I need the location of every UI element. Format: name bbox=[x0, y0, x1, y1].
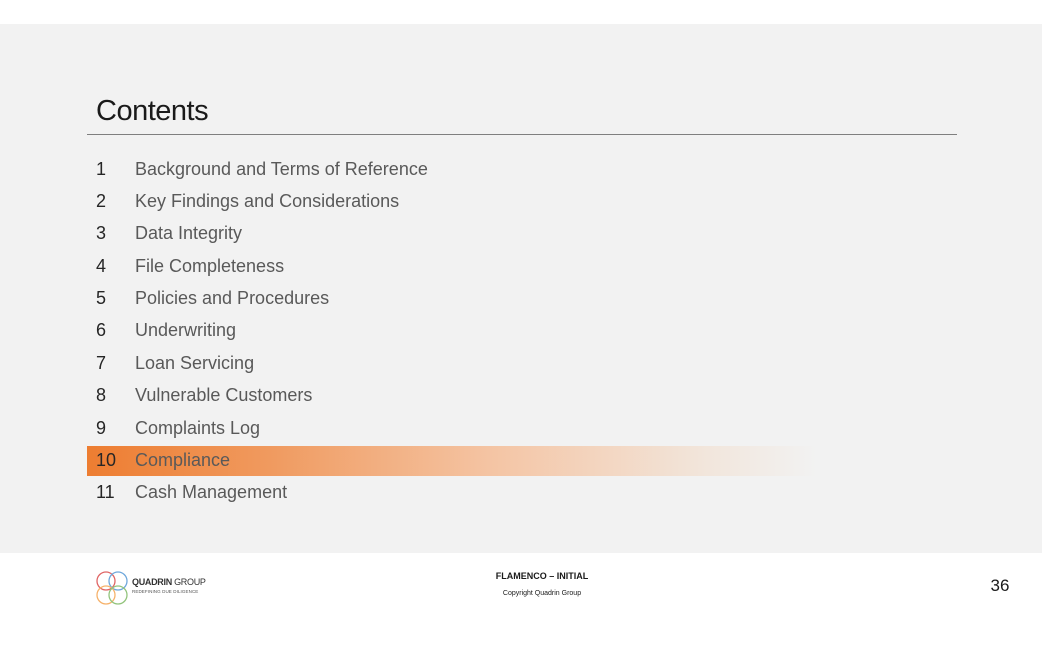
logo-name-light: GROUP bbox=[171, 577, 206, 587]
toc-item-label: Data Integrity bbox=[135, 223, 243, 244]
toc-item-label: Underwriting bbox=[135, 320, 237, 341]
toc-item-9[interactable]: 9 Complaints Log bbox=[87, 413, 957, 443]
page-number: 36 bbox=[990, 576, 1010, 595]
toc-item-number: 8 bbox=[96, 385, 107, 406]
toc-item-number: 7 bbox=[96, 352, 107, 373]
toc-item-number: 6 bbox=[96, 320, 107, 341]
footer-copyright: Copyright Quadrin Group bbox=[502, 590, 582, 597]
toc-item-1[interactable]: 1 Background and Terms of Reference bbox=[87, 154, 957, 184]
toc-item-label: Cash Management bbox=[135, 482, 288, 503]
logo-tagline: REDEFINING DUE DILIGENCE bbox=[132, 589, 199, 594]
toc-item-10-active[interactable]: 10 Compliance bbox=[87, 445, 957, 476]
toc-item-5[interactable]: 5 Policies and Procedures bbox=[87, 284, 957, 314]
toc-item-label: Key Findings and Considerations bbox=[135, 190, 400, 211]
toc-item-label: Policies and Procedures bbox=[135, 288, 330, 309]
toc-item-2[interactable]: 2 Key Findings and Considerations bbox=[87, 186, 957, 216]
toc-item-label: Complaints Log bbox=[135, 417, 261, 438]
toc-item-8[interactable]: 8 Vulnerable Customers bbox=[87, 381, 957, 411]
table-of-contents: 1 Background and Terms of Reference 2 Ke… bbox=[87, 154, 957, 510]
logo-name-bold: QUADRIN bbox=[132, 577, 172, 587]
toc-item-number: 11 bbox=[96, 482, 115, 503]
toc-item-number: 9 bbox=[96, 417, 107, 438]
toc-item-6[interactable]: 6 Underwriting bbox=[87, 316, 957, 346]
toc-item-label: Background and Terms of Reference bbox=[135, 158, 428, 179]
toc-item-label: Compliance bbox=[135, 450, 231, 471]
interlocking-circles-logo-icon bbox=[96, 571, 128, 605]
toc-item-label: Vulnerable Customers bbox=[135, 385, 313, 406]
toc-item-number: 3 bbox=[96, 223, 107, 244]
title-divider bbox=[87, 134, 957, 135]
toc-item-label: File Completeness bbox=[135, 255, 285, 276]
toc-item-11[interactable]: 11 Cash Management bbox=[87, 478, 957, 508]
toc-item-number: 1 bbox=[96, 158, 107, 179]
footer-document-title: FLAMENCO – INITIAL bbox=[495, 571, 589, 581]
toc-item-4[interactable]: 4 File Completeness bbox=[87, 251, 957, 281]
toc-item-number: 5 bbox=[96, 288, 107, 309]
logo-wordmark: QUADRIN GROUP bbox=[132, 577, 206, 587]
toc-item-number: 10 bbox=[96, 450, 117, 471]
toc-item-number: 2 bbox=[96, 190, 107, 211]
toc-item-3[interactable]: 3 Data Integrity bbox=[87, 219, 957, 249]
toc-item-7[interactable]: 7 Loan Servicing bbox=[87, 348, 957, 378]
toc-item-label: Loan Servicing bbox=[135, 352, 255, 373]
company-logo: QUADRIN GROUP REDEFINING DUE DILIGENCE bbox=[94, 569, 206, 607]
toc-item-number: 4 bbox=[96, 255, 107, 276]
page-title: Contents bbox=[96, 95, 209, 127]
